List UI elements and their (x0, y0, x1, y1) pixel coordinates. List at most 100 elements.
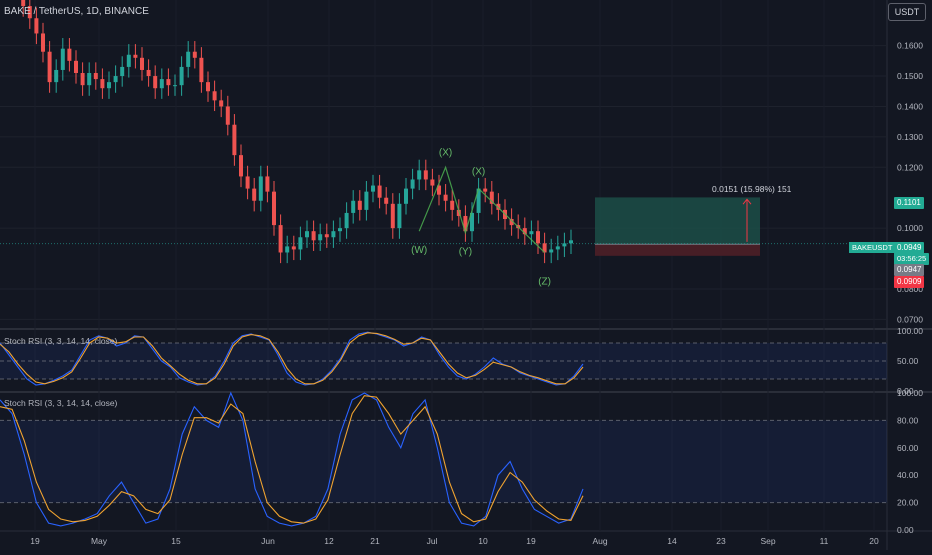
profit-zone (595, 197, 760, 245)
candle (529, 231, 534, 235)
candle (377, 185, 382, 198)
candle (536, 231, 540, 244)
wave-label: (X) (439, 147, 452, 158)
candle (305, 231, 309, 238)
symbol-title: BAKE / TetherUS, 1D, BINANCE (4, 6, 149, 17)
candle (258, 176, 263, 201)
time-tick-label: 15 (171, 536, 181, 546)
candle (338, 228, 342, 232)
stoch-tick-label: 40.00 (897, 470, 919, 480)
stoch-tick-label: 100.00 (897, 326, 923, 336)
candle (285, 246, 290, 253)
wave-line (418, 165, 546, 253)
symbol-tag: BAKEUSDT (849, 242, 896, 253)
candle (80, 73, 85, 86)
wave-label: (X) (472, 167, 485, 178)
stoch-k-line-1 (0, 331, 584, 386)
candle (443, 194, 448, 201)
target-price-tag: 0.1101 (894, 197, 924, 209)
time-tick-label: Aug (592, 536, 607, 546)
loss-zone (595, 244, 760, 256)
stoch-d-line-2 (0, 395, 584, 524)
candle (232, 124, 237, 156)
price-tick-label: 0.1600 (897, 41, 923, 51)
price-tick-label: 0.1200 (897, 162, 923, 172)
candle (113, 76, 118, 83)
candle (47, 51, 52, 83)
candle (437, 185, 441, 195)
candle (384, 197, 389, 204)
time-tick-label: 21 (370, 536, 380, 546)
stoch-tick-label: 0.00 (897, 525, 914, 535)
candle (298, 237, 303, 250)
candle (509, 219, 514, 226)
time-tick-label: 10 (478, 536, 488, 546)
countdown-tag: 03:56:25 (894, 253, 930, 265)
candle (186, 51, 191, 67)
candle (41, 33, 45, 52)
candle (463, 215, 468, 232)
price-tick-label: 0.1400 (897, 101, 923, 111)
candle (212, 91, 217, 101)
price-tick-label: 0.0800 (897, 284, 923, 294)
currency-button[interactable]: USDT (888, 3, 926, 21)
stoch-tick-label: 80.00 (897, 415, 919, 425)
time-tick-label: Jun (261, 536, 275, 546)
time-tick-label: 14 (667, 536, 677, 546)
candle (67, 48, 72, 61)
price-tick-label: 0.0700 (897, 314, 923, 324)
candle (371, 185, 375, 192)
candle (364, 191, 369, 210)
candle (146, 69, 151, 77)
candle (21, 0, 26, 7)
candle (140, 57, 144, 70)
candle (470, 212, 474, 232)
stoch-tick-label: 0.00 (897, 386, 914, 396)
candle (522, 228, 527, 235)
candle (542, 243, 547, 253)
candle (153, 76, 158, 89)
candle (100, 79, 105, 89)
candle (54, 69, 59, 83)
candle (133, 54, 138, 58)
candle (430, 179, 435, 186)
stoch-tick-label: 100.00 (897, 388, 923, 398)
stoch-d-line-1 (0, 332, 584, 385)
candle (107, 82, 111, 89)
candle (265, 176, 270, 192)
time-tick-label: 11 (820, 536, 829, 546)
stoch-k-line-2 (0, 391, 584, 527)
stoch-rsi-title-1: Stoch RSI (3, 3, 14, 14, close) (4, 336, 118, 346)
wave-label: (Z) (538, 276, 551, 287)
candle (93, 73, 98, 80)
entry-price-tag: 0.0947 (894, 264, 925, 276)
candle (192, 51, 197, 58)
time-tick-label: Sep (760, 536, 775, 546)
candle (489, 191, 494, 204)
stoch-rsi-title-2: Stoch RSI (3, 3, 14, 14, close) (4, 398, 118, 408)
candle (549, 249, 554, 253)
time-tick-label: 12 (324, 536, 334, 546)
candle (351, 200, 356, 213)
price-tick-label: 0.1500 (897, 71, 923, 81)
candle (562, 243, 567, 247)
candle (120, 66, 125, 77)
candle (311, 231, 316, 241)
candle (331, 231, 336, 238)
position-target-label: 0.0151 (15.98%) 151 (712, 184, 792, 194)
candle (206, 82, 210, 92)
candle (423, 170, 428, 180)
time-tick-label: 20 (869, 536, 879, 546)
stoch-tick-label: 60.00 (897, 443, 919, 453)
stop-price-tag: 0.0909 (894, 276, 925, 288)
price-tick-label: 0.1300 (897, 132, 923, 142)
stoch-tick-label: 50.00 (897, 356, 919, 366)
price-tick-label: 0.1000 (897, 223, 923, 233)
candle (450, 200, 455, 210)
candle (179, 66, 184, 86)
candle (496, 203, 501, 210)
candle (483, 188, 488, 192)
candle (344, 212, 349, 229)
